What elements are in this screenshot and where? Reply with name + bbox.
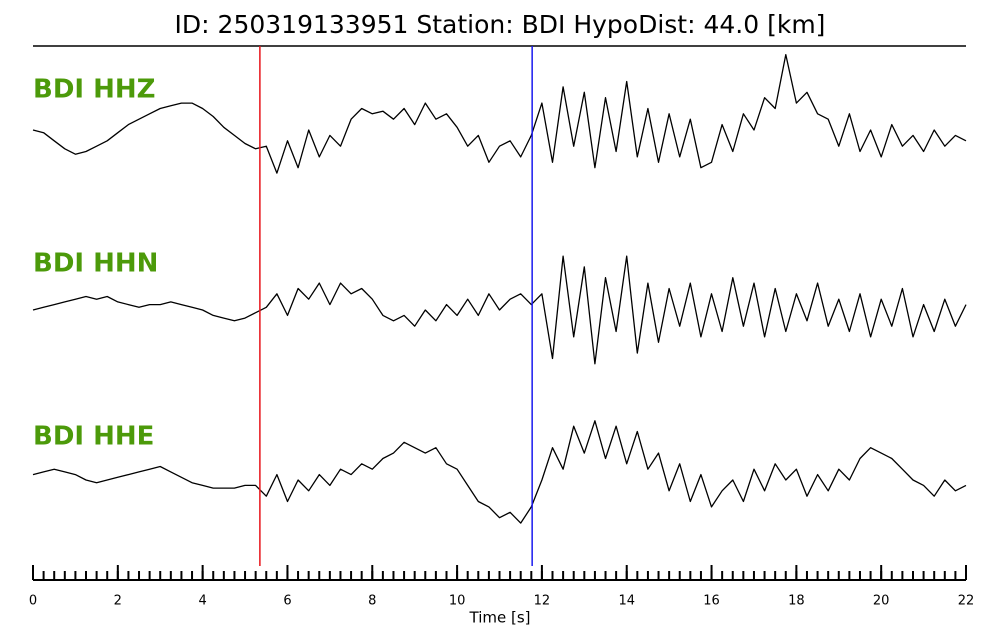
waveform	[32, 255, 967, 365]
x-tick-label: 4	[198, 594, 206, 609]
x-tick-label: 6	[283, 594, 291, 609]
trace-label: BDI HHN	[33, 249, 158, 279]
x-tick-label: 0	[29, 594, 37, 609]
x-tick-label: 8	[368, 594, 376, 609]
trace-label: BDI HHZ	[33, 75, 156, 105]
x-tick-label: 2	[114, 594, 122, 609]
x-axis-label: Time [s]	[469, 609, 531, 627]
x-tick-label: 18	[788, 594, 805, 609]
x-tick-label: 12	[534, 594, 551, 609]
x-tick-label: 16	[703, 594, 720, 609]
trace-label: BDI HHE	[33, 422, 154, 452]
chart-title: ID: 250319133951 Station: BDI HypoDist: …	[175, 10, 826, 39]
x-tick-label: 10	[449, 594, 466, 609]
waveform	[32, 53, 967, 174]
x-tick-label: 22	[958, 594, 975, 609]
x-tick-label: 20	[873, 594, 890, 609]
x-tick-label: 14	[618, 594, 635, 609]
waveform	[32, 420, 967, 524]
